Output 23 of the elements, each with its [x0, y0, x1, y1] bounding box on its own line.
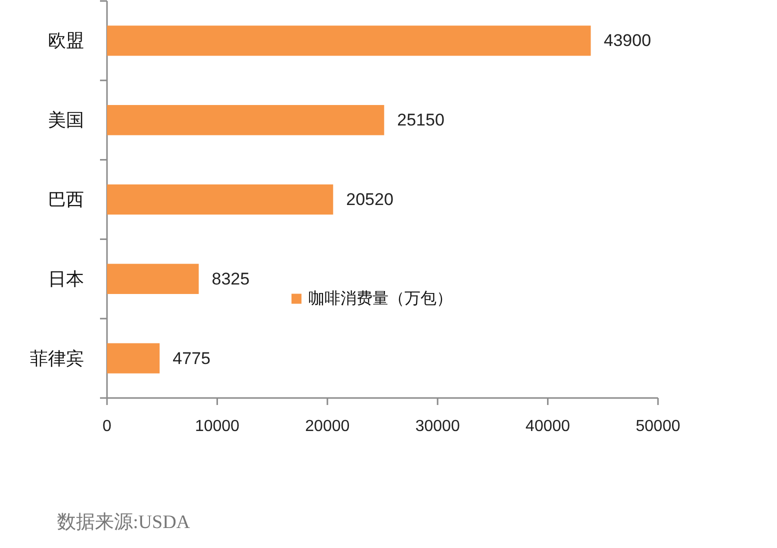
y-tick-label: 巴西	[48, 190, 84, 210]
x-tick-label: 0	[102, 418, 112, 435]
source-note: 数据来源:USDA	[57, 512, 190, 533]
bar	[107, 264, 199, 294]
legend-label: 咖啡消费量（万包）	[308, 290, 452, 308]
y-tick-label: 欧盟	[48, 30, 84, 51]
x-tick-label: 50000	[636, 418, 680, 435]
data-label: 20520	[346, 190, 394, 209]
x-tick-label: 10000	[194, 418, 240, 435]
data-label: 43900	[604, 31, 652, 50]
y-tick-label: 菲律宾	[30, 348, 84, 368]
x-tick-label: 20000	[305, 418, 350, 435]
bar	[107, 26, 591, 56]
bar	[107, 343, 160, 374]
y-tick-label: 美国	[48, 110, 84, 130]
bar	[107, 105, 384, 136]
bar	[107, 184, 334, 215]
x-tick-label: 40000	[526, 418, 570, 435]
data-label: 4775	[172, 348, 210, 368]
data-label: 8325	[212, 269, 250, 288]
x-tick-label: 30000	[415, 418, 460, 435]
data-label: 25150	[397, 110, 444, 130]
y-tick-label: 日本	[48, 268, 84, 289]
